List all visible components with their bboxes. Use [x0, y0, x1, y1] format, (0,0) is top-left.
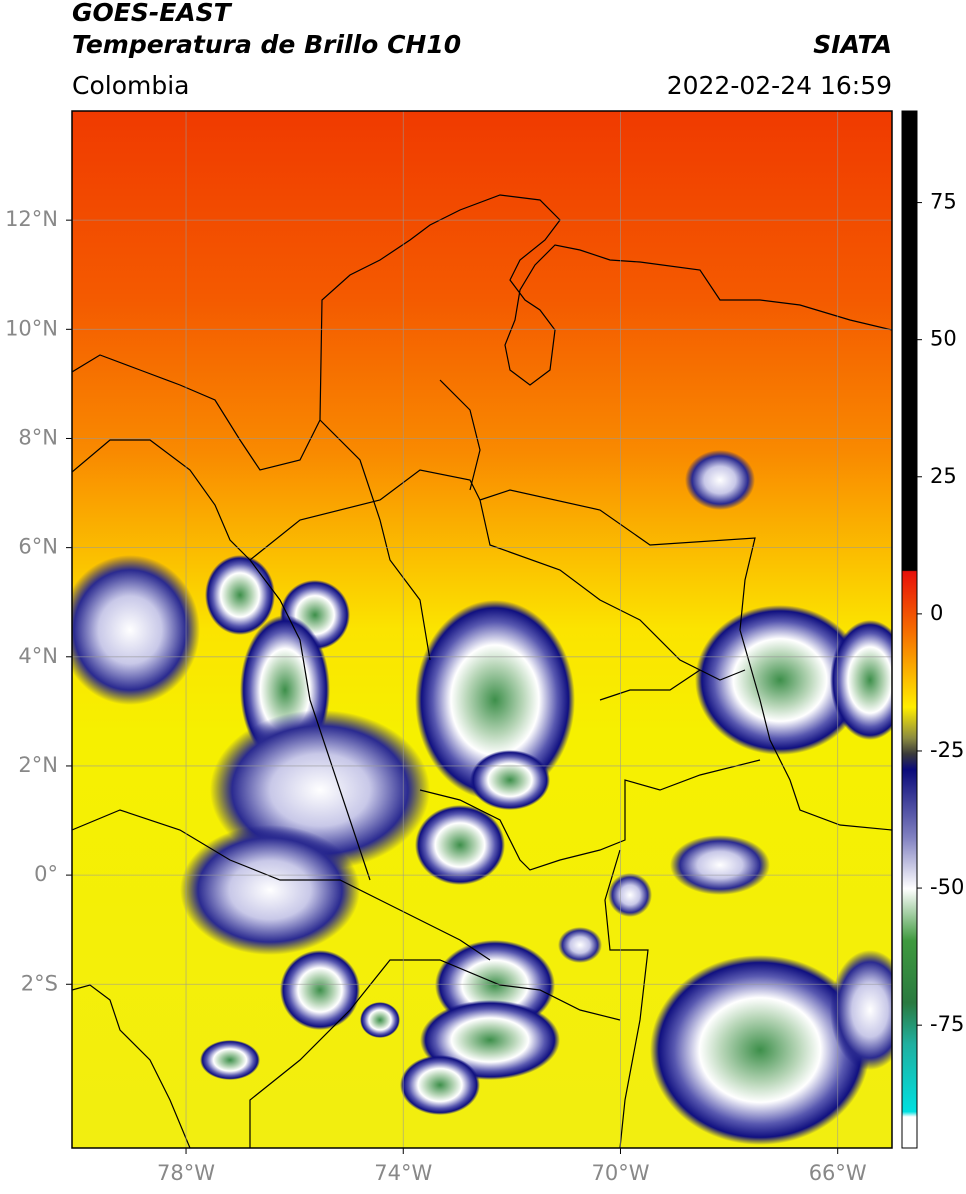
title: GOES-EAST: [72, 0, 233, 27]
map-frame: [71, 110, 893, 1149]
y-tick-label: 12°N: [5, 207, 58, 231]
colorbar-tick-label: 75: [930, 190, 957, 214]
y-tick-label: 4°N: [18, 644, 58, 668]
y-tick-label: 2°S: [21, 971, 58, 995]
cloud-tops: [72, 450, 892, 1145]
y-tick-label: 6°N: [18, 535, 58, 559]
colorbar-tick-label: -50: [930, 875, 964, 899]
y-tick-label: 2°N: [18, 753, 58, 777]
x-tick-label: 78°W: [157, 1161, 215, 1185]
region: Colombia: [72, 71, 189, 100]
y-tick-label: 10°N: [5, 316, 58, 340]
map-image: [72, 111, 892, 1148]
source: SIATA: [813, 30, 892, 59]
colorbar-tick-label: -75: [930, 1012, 964, 1036]
colorbar-tick-label: -25: [930, 738, 964, 762]
x-tick-label: 66°W: [809, 1161, 867, 1185]
grid: [72, 111, 892, 1148]
y-tick-label: 8°N: [18, 425, 58, 449]
datetime: 2022-02-24 16:59: [667, 71, 892, 100]
borders: [72, 194, 892, 1148]
y-tick-label: 0°: [34, 862, 58, 886]
subtitle: Temperatura de Brillo CH10: [72, 30, 461, 59]
colorbar-tick-label: 50: [930, 327, 957, 351]
colorbar: [901, 110, 918, 1149]
x-tick-label: 70°W: [591, 1161, 649, 1185]
x-tick-label: 74°W: [374, 1161, 432, 1185]
colorbar-tick-label: 0: [930, 601, 943, 625]
colorbar-tick-label: 25: [930, 464, 957, 488]
